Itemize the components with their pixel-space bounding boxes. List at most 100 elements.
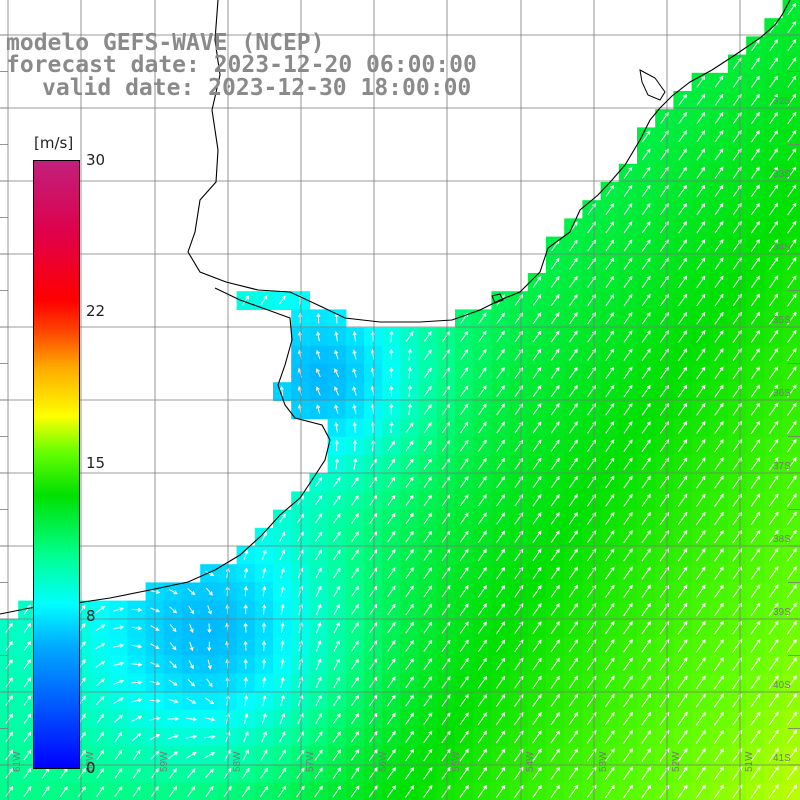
wind-arrow (478, 457, 487, 470)
wind-arrow (441, 476, 451, 488)
wind-arrow (532, 366, 542, 379)
wind-arrow (550, 348, 560, 361)
wind-arrow (641, 511, 651, 525)
wind-arrow (750, 311, 761, 325)
wind-arrow (714, 184, 724, 197)
wind-arrow (550, 275, 560, 288)
wind-arrow (423, 331, 432, 342)
wind-arrow (280, 585, 285, 597)
wind-arrow (168, 588, 178, 595)
wind-arrow (787, 202, 797, 216)
wind-arrow (677, 457, 688, 471)
wind-arrow (495, 730, 506, 744)
wind-arrow (768, 293, 779, 307)
wind-arrow (423, 476, 432, 488)
wind-arrow (23, 695, 32, 706)
wind-arrow (423, 548, 433, 561)
wind-arrow (280, 640, 285, 652)
wind-arrow (532, 621, 542, 635)
wind-arrow (387, 621, 396, 634)
wind-arrow (714, 420, 724, 434)
wind-arrow (641, 675, 652, 689)
wind-arrow (641, 130, 651, 143)
wind-arrow (641, 602, 652, 617)
wind-arrow (695, 602, 706, 617)
wind-arrow (714, 384, 724, 398)
wind-arrow (423, 730, 433, 744)
wind-arrow (550, 330, 560, 343)
wind-arrow (750, 584, 761, 599)
wind-arrow (786, 729, 797, 744)
wind-arrow (334, 421, 339, 433)
wind-arrow (550, 675, 560, 689)
wind-arrow (605, 421, 615, 434)
wind-arrow (641, 548, 651, 562)
wind-arrow (623, 384, 633, 398)
wind-arrow (605, 566, 615, 580)
wind-arrow (604, 693, 615, 708)
wind-arrow (280, 676, 285, 688)
wind-arrow (405, 748, 415, 762)
wind-arrow (569, 239, 578, 252)
wind-arrow (23, 749, 32, 761)
wind-arrow (278, 785, 287, 798)
wind-arrow (696, 166, 706, 179)
wind-arrow (768, 438, 779, 453)
wind-arrow (550, 566, 560, 580)
wind-arrow (132, 732, 142, 742)
longitude-label: 60W (85, 751, 96, 772)
longitude-label: 51W (744, 751, 755, 772)
wind-arrow (186, 751, 197, 759)
wind-arrow (477, 512, 487, 525)
wind-arrow (132, 767, 141, 779)
wind-arrow (95, 606, 106, 614)
wind-arrow (189, 641, 194, 652)
wind-arrow (405, 458, 414, 470)
wind-arrow (387, 603, 396, 616)
wind-arrow (205, 785, 214, 797)
wind-arrow (695, 766, 706, 781)
wind-arrow (623, 530, 633, 544)
wind-arrow (713, 693, 724, 708)
wind-arrow (459, 566, 469, 580)
wind-arrow (677, 657, 688, 671)
wind-arrow (351, 585, 359, 597)
wind-arrow (478, 367, 487, 379)
wind-arrow (23, 767, 32, 779)
wind-arrow (169, 606, 178, 614)
wind-arrow (389, 366, 394, 379)
wind-arrow (532, 348, 542, 361)
wind-arrow (333, 640, 340, 652)
wind-arrow (389, 348, 394, 361)
wind-arrow (623, 584, 633, 598)
wind-arrow (204, 717, 216, 722)
wind-arrow (441, 603, 451, 616)
wind-arrow (244, 567, 249, 579)
wind-arrow (677, 366, 688, 380)
wind-arrow (623, 639, 633, 653)
wind-arrow (477, 657, 487, 671)
wind-arrow (334, 457, 340, 470)
wind-arrow (569, 294, 578, 306)
wind-arrow (750, 529, 761, 544)
latitude-label: 33S (773, 169, 791, 180)
wind-arrow (459, 457, 469, 470)
wind-arrow (333, 476, 341, 488)
wind-arrow (750, 747, 761, 763)
wind-arrow (369, 531, 378, 543)
wind-arrow (696, 457, 706, 471)
wind-arrow (769, 148, 779, 161)
wind-arrow (405, 766, 415, 780)
wind-arrow (768, 784, 779, 799)
wind-arrow (696, 130, 706, 143)
wind-arrow (278, 749, 286, 761)
wind-arrow (750, 729, 761, 744)
longitude-label: 61W (12, 751, 23, 772)
wind-arrow (550, 657, 560, 671)
wind-arrow (569, 330, 578, 343)
wind-arrow (786, 475, 797, 489)
wind-arrow (495, 675, 506, 689)
wind-arrow (262, 567, 267, 579)
wind-arrow (786, 693, 797, 708)
wind-arrow (243, 658, 248, 670)
